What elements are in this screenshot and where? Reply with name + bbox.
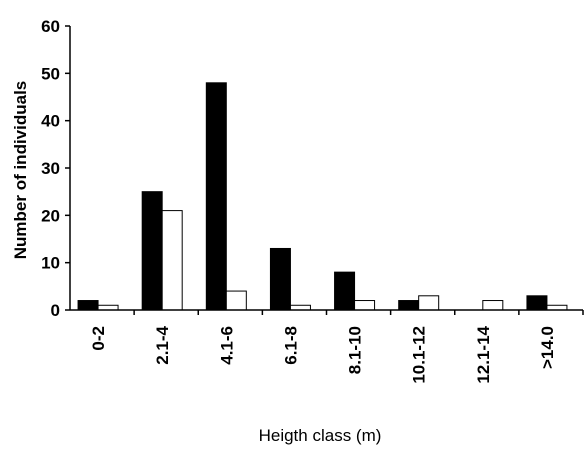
bar-series-2-2 bbox=[225, 290, 247, 311]
y-tick-label: 40 bbox=[41, 112, 60, 131]
bar-series-2-6 bbox=[482, 300, 504, 311]
x-tick-label: >14.0 bbox=[538, 326, 557, 369]
x-tick-label: 4.1-6 bbox=[217, 326, 236, 365]
bars bbox=[77, 82, 568, 311]
x-tick-label: 2.1-4 bbox=[153, 325, 172, 364]
y-axis-ticks: 0 10 20 30 40 50 60 bbox=[41, 17, 70, 320]
bar-series-1-0 bbox=[77, 300, 99, 311]
y-tick-label: 50 bbox=[41, 64, 60, 83]
y-tick-label: 30 bbox=[41, 159, 60, 178]
x-tick-label: 12.1-14 bbox=[474, 325, 493, 383]
bar-series-1-5 bbox=[398, 300, 420, 311]
x-tick-label: 0-2 bbox=[89, 326, 108, 351]
x-axis-title: Heigth class (m) bbox=[259, 426, 382, 445]
bar-series-2-4 bbox=[354, 300, 376, 311]
bar-series-1-3 bbox=[269, 247, 291, 311]
bar-series-2-5 bbox=[418, 295, 440, 311]
y-axis-title: Number of individuals bbox=[11, 81, 30, 260]
x-tick-label: 8.1-10 bbox=[346, 326, 365, 374]
y-tick-label: 10 bbox=[41, 254, 60, 273]
x-axis-ticks: 0-2 2.1-4 4.1-6 6.1-8 8.1-10 10.1-12 12.1-14 >1… bbox=[89, 310, 584, 384]
bar-series-1-1 bbox=[141, 191, 163, 311]
y-tick-label: 60 bbox=[41, 17, 60, 36]
bar-series-1-2 bbox=[205, 82, 227, 311]
y-tick-label: 20 bbox=[41, 206, 60, 225]
bar-series-1-7 bbox=[526, 295, 548, 311]
bar-series-2-1 bbox=[161, 210, 183, 311]
x-tick-label: 10.1-12 bbox=[410, 326, 429, 384]
x-tick-label: 6.1-8 bbox=[281, 326, 300, 365]
bar-series-1-4 bbox=[334, 271, 356, 311]
y-tick-label: 0 bbox=[51, 301, 60, 320]
